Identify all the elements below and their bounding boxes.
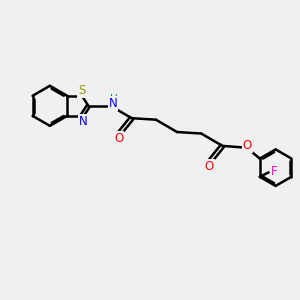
Text: N: N bbox=[79, 115, 88, 128]
Text: O: O bbox=[114, 132, 123, 145]
Text: F: F bbox=[271, 165, 277, 178]
Text: H: H bbox=[110, 94, 118, 104]
Text: N: N bbox=[109, 97, 117, 110]
Text: O: O bbox=[205, 160, 214, 173]
Text: S: S bbox=[78, 84, 85, 97]
Text: O: O bbox=[243, 139, 252, 152]
